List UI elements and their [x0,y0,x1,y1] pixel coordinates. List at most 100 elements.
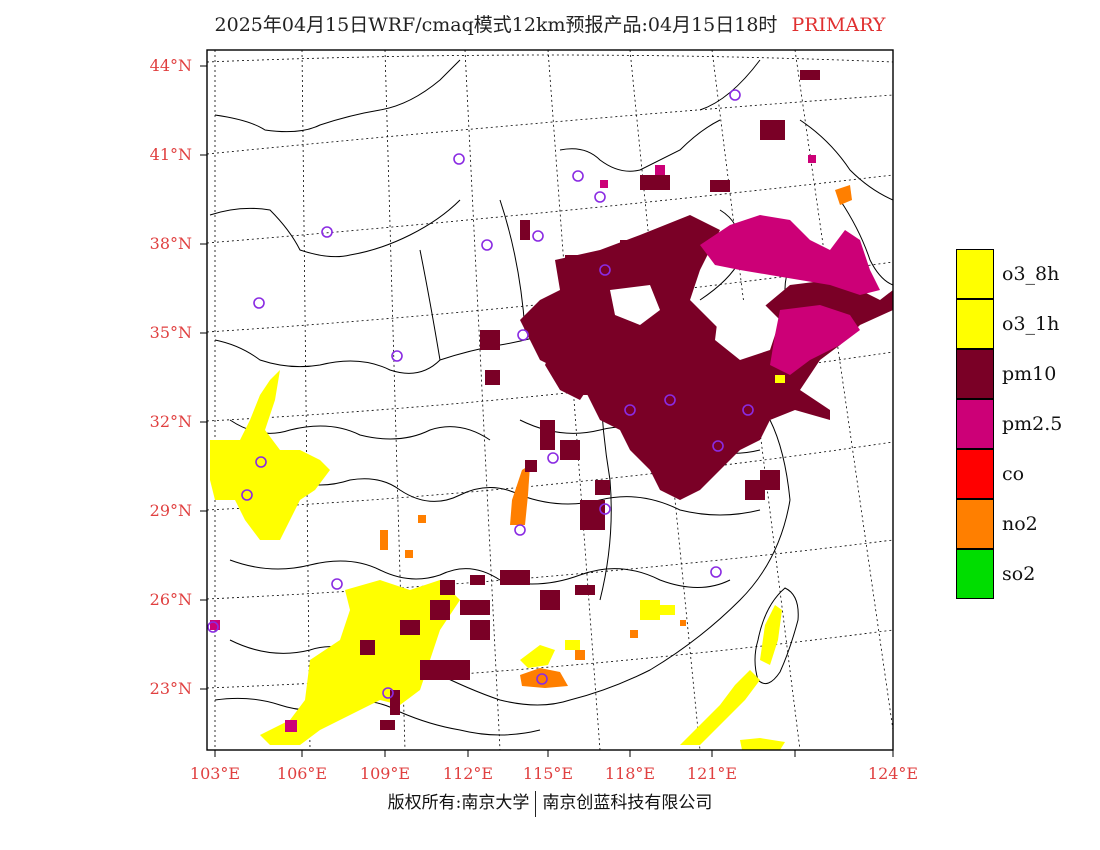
station-marker [572,170,584,182]
lon-label-2: 109°E [359,764,411,783]
pm25-block [655,165,665,175]
pollutant-patches [210,70,893,750]
pm10-block [760,120,785,140]
station-marker [742,404,754,416]
station-marker [712,440,724,452]
pm25-block [210,620,220,630]
pm25-block [808,155,816,163]
pm10-block [540,420,555,450]
pm10-block [595,480,610,495]
chart-title: 2025年04月15日WRF/cmaq模式12km预报产品:04月15日18时 P… [0,10,1100,37]
taiwan-outline [754,587,799,685]
copyright-footer: 版权所有:南京大学 南京创蓝科技有限公司 [0,788,1100,817]
station-marker [729,89,741,101]
pm10-block [620,240,660,270]
pm10-region [545,320,610,400]
station-marker [241,489,253,501]
lon-label-0: 103°E [189,764,241,783]
station-marker [391,350,403,362]
legend-swatch-o3-8h [956,249,994,299]
legend-label-o3-1h: o3_1h [1002,313,1060,335]
no2-block [680,620,686,626]
lat-label-1: 41°N [149,145,192,164]
pm10-block [420,660,470,680]
lat-label-4: 32°N [149,412,192,431]
footer-divider [535,790,537,817]
pm10-block [580,500,605,530]
lon-label-4: 115°E [522,764,574,783]
pm10-block [540,590,560,610]
pm25-block [600,180,608,188]
no2-block [575,650,585,660]
copyright-left: 版权所有:南京大学 [387,793,530,813]
legend-swatch-pm10 [956,349,994,399]
o3-block [660,605,675,615]
legend-swatch-co [956,449,994,499]
pm10-region [520,215,893,500]
o3-block [775,375,785,383]
lat-label-7: 23°N [149,679,192,698]
station-marker [599,503,611,515]
pm10-block [400,620,420,635]
lat-label-3: 35°N [149,323,192,342]
station-marker [514,524,526,536]
o3-region [680,670,760,745]
legend-label-pm10: pm10 [1002,363,1057,385]
legend-swatch-pm25 [956,399,994,449]
lat-label-0: 44°N [149,56,192,75]
legend-swatch-o3-1h [956,299,994,349]
station-marker [481,239,493,251]
station-marker [453,153,465,165]
station-marker [331,578,343,590]
lon-label-1: 106°E [276,764,328,783]
pm10-block [440,580,455,595]
no2-block [380,530,388,550]
station-marker [255,456,267,468]
pm10-block [525,460,537,472]
axis-ticks [200,65,894,757]
legend-label-o3-8h: o3_8h [1002,263,1060,285]
station-marker [710,566,722,578]
station-marker [321,226,333,238]
no2-block [630,630,638,638]
legend-label-so2: so2 [1002,563,1036,585]
pm10-block [760,470,780,490]
pm10-block [430,600,450,620]
title-main: 2025年04月15日WRF/cmaq模式12km预报产品:04月15日18时 [214,14,778,36]
o3-region [740,738,785,750]
legend-swatch-so2 [956,549,994,599]
pm10-block [500,570,530,585]
no2-block [405,550,413,558]
pm10-block [800,70,820,80]
lat-label-2: 38°N [149,234,192,253]
o3-region [210,370,330,540]
station-marker [517,329,529,341]
no2-block [418,515,426,523]
no2-patch [835,185,852,205]
pm10-block [560,440,580,460]
pm10-block [575,585,595,595]
pm10-block [360,640,375,655]
o3-region [520,645,555,668]
pm25-region [700,215,880,295]
pm10-block [390,690,400,715]
legend-swatch-no2 [956,499,994,549]
station-marker [253,297,265,309]
pm10-block [710,180,730,192]
pm10-block [660,230,690,250]
pm25-block [285,720,297,732]
pm10-block [380,720,395,730]
no2-patch [510,465,530,525]
station-marker [532,230,544,242]
station-marker [599,264,611,276]
station-marker [536,673,548,685]
map-frame [206,49,894,751]
lon-label-3: 112°E [442,764,494,783]
pm10-block [485,370,500,385]
o3-block [565,640,580,650]
station-marker [664,394,676,406]
o3-region [760,605,782,665]
lat-label-5: 29°N [149,501,192,520]
pm10-block [640,175,670,190]
